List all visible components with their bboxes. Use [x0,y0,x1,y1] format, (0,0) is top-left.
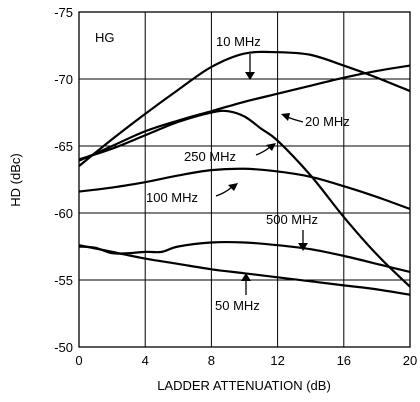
series-line-10mhz [78,50,411,167]
arrowhead-10mhz [245,72,255,80]
y-tick-label: -70 [54,72,73,87]
plot-frame [78,11,411,348]
mode-annotation: HG [95,30,115,45]
y-tick-label: -60 [54,206,73,221]
x-tick-label: 4 [142,353,149,368]
arrowhead-500mhz [298,243,308,251]
series-group [78,50,411,296]
x-axis-title: LADDER ATTENUATION (dB) [157,378,331,393]
y-tick-label: -65 [54,139,73,154]
x-tick-label: 20 [403,353,417,368]
arrowhead-250mhz [266,143,276,151]
y-tick-label: -75 [54,5,73,20]
arrowhead-50mhz [241,273,251,281]
series-label-250mhz: 250 MHz [184,149,236,164]
x-tick-label: 0 [75,353,82,368]
y-tick-label: -55 [54,273,73,288]
y-axis-title: HD (dBc) [8,153,23,206]
series-label-100mhz: 100 MHz [146,190,198,205]
arrowhead-20mhz [281,113,290,121]
tick-labels: 0 4 8 12 16 20 -75 -70 -65 -60 -55 -50 [54,5,417,368]
series-line-20mhz [78,64,411,162]
series-line-250mhz [78,109,411,288]
series-line-100mhz [78,167,411,211]
x-tick-label: 12 [270,353,284,368]
series-label-50mhz: 50 MHz [215,298,260,313]
arrowhead-100mhz [228,183,238,191]
x-tick-label: 8 [208,353,215,368]
series-line-50mhz [78,244,411,296]
pointer-100mhz [215,186,233,197]
series-line-500mhz [78,240,411,274]
series-label-10mhz: 10 MHz [216,34,261,49]
series-label-20mhz: 20 MHz [305,114,350,129]
plot-area [79,12,410,347]
x-tick-label: 16 [337,353,351,368]
y-tick-label: -50 [54,340,73,355]
series-label-500mhz: 500 MHz [266,212,318,227]
